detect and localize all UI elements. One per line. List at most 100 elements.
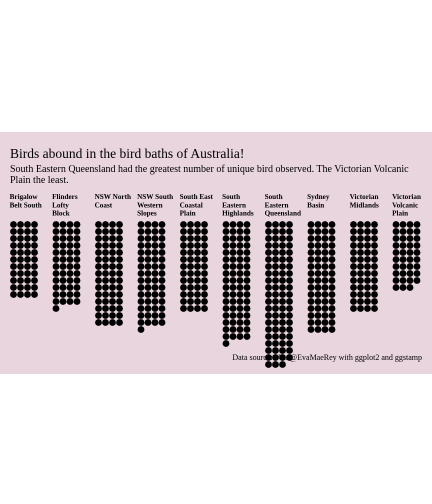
bird-dot [371,242,378,249]
bird-dot [116,298,123,305]
bird-dot [109,270,116,277]
bird-dot [95,228,102,235]
bird-dot [201,235,208,242]
bird-dot [187,228,194,235]
bird-dot [10,249,17,256]
bird-dot [52,235,60,242]
bird-dot [357,256,364,263]
bird-dot [187,235,194,242]
bird-dot [272,305,279,312]
bird-dot [144,305,152,312]
bird-dot [194,291,201,298]
bird-dot [229,221,237,228]
bird-dot [102,291,109,298]
bird-dot [236,256,244,263]
bird-dot [187,291,194,298]
bird-dot [24,291,31,298]
bird-dot [222,235,230,242]
bird-dot [180,228,187,235]
bird-dot [137,298,145,305]
bird-dot [321,256,329,263]
bird-dot [137,221,145,228]
bird-dot [109,319,116,326]
region-group: Victorian Midlands [350,193,379,312]
bird-dot [17,242,24,249]
bird-dot [413,263,421,270]
bird-dot [144,235,152,242]
bird-dot [399,284,407,291]
bird-dot [314,228,322,235]
bird-dot [17,249,24,256]
bird-dot [350,242,357,249]
bird-dot [144,270,152,277]
bird-dot [265,284,272,291]
bird-dot [109,256,116,263]
bird-dot [10,256,17,263]
bird-dot [243,270,251,277]
bird-dot [265,347,272,354]
bird-dot [357,249,364,256]
bird-dot [307,277,315,284]
region-group: NSW South Western Slopes [137,193,173,333]
bird-dot [137,256,145,263]
bird-dot [52,305,60,312]
bird-dot [357,284,364,291]
bird-dot [66,291,74,298]
bird-dot [137,249,145,256]
bird-dot [137,235,145,242]
bird-dot [229,326,237,333]
region-group: Flinders Lofty Block [52,193,81,312]
bird-dot [102,270,109,277]
bird-dot [59,291,67,298]
bird-dot [158,298,166,305]
bird-dot [222,326,230,333]
bird-dot [180,291,187,298]
bird-dot [59,256,67,263]
bird-dot [222,291,230,298]
bird-dot [236,305,244,312]
bird-dot [116,277,123,284]
bird-dot [406,263,414,270]
bird-dot [201,249,208,256]
bird-dot [31,235,38,242]
bird-dot [371,228,378,235]
bird-dot [66,256,74,263]
bird-dot [321,305,329,312]
bird-dot [31,263,38,270]
bird-dot [201,305,208,312]
bird-dot [24,263,31,270]
bird-dot [286,242,293,249]
bird-dot [73,249,81,256]
bird-dot [137,270,145,277]
bird-dot [413,235,421,242]
bird-dot [406,242,414,249]
bird-dot [194,228,201,235]
bird-dot [321,277,329,284]
bird-dot [399,256,407,263]
bird-dot [66,242,74,249]
bird-dot [158,284,166,291]
bird-dot [279,340,286,347]
bird-dot [357,270,364,277]
bird-dot [265,319,272,326]
bird-dot [17,270,24,277]
bird-dot [307,312,315,319]
bird-dot [116,256,123,263]
bird-dot [314,277,322,284]
bird-dot [392,242,400,249]
bird-dot [357,291,364,298]
bird-dot [307,326,315,333]
region-label: Victorian Midlands [350,193,379,209]
bird-dot [194,235,201,242]
bird-dot [95,256,102,263]
bird-dot [116,263,123,270]
bird-dot [229,235,237,242]
bird-dot [406,235,414,242]
bird-dot [286,326,293,333]
bird-dot [265,361,272,368]
bird-dot [272,312,279,319]
bird-dot [102,263,109,270]
bird-dot [243,235,251,242]
bird-dot [229,228,237,235]
bird-dot [24,284,31,291]
